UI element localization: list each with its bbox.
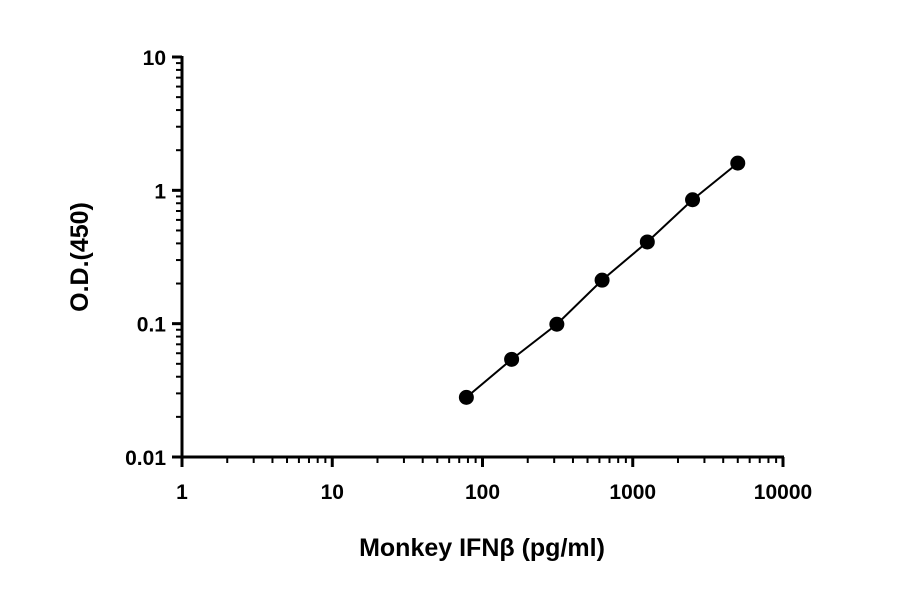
data-point [504, 351, 520, 367]
data-point [594, 272, 610, 288]
x-tick-label: 10000 [754, 481, 812, 504]
y-tick-label: 1 [154, 180, 166, 203]
data-point [549, 316, 565, 332]
y-axis-title: O.D.(450) [66, 202, 94, 312]
y-tick-label: 0.01 [125, 447, 166, 470]
data-point [730, 155, 746, 171]
x-tick-label: 1 [176, 481, 188, 504]
y-tick-label: 0.1 [137, 314, 167, 337]
axes [180, 56, 784, 459]
x-tick-label: 1000 [609, 481, 656, 504]
y-tick-label: 10 [143, 47, 166, 70]
data-series [458, 155, 746, 405]
data-point [639, 234, 655, 250]
x-axis-title: Monkey IFNβ (pg/ml) [359, 534, 605, 562]
data-point [458, 389, 474, 405]
x-tick-label: 100 [465, 481, 500, 504]
ticks: 1 10 100 1000 10000 0.01 0.1 1 10 [125, 47, 812, 504]
x-tick-label: 10 [321, 481, 344, 504]
data-point [685, 192, 701, 208]
